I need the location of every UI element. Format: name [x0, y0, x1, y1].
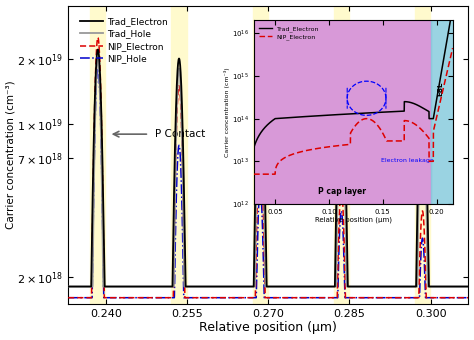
NIP_Hole	[364, 296, 370, 300]
Bar	[254, 20, 431, 204]
NIP_Hole	[465, 296, 471, 300]
Text: P Contact: P Contact	[155, 129, 205, 139]
Trad_Electron	[450, 5, 456, 10]
Text: EBL: EBL	[438, 82, 444, 96]
Trad_Electron	[394, 285, 400, 289]
Line: NIP_Electron: NIP_Electron	[68, 37, 468, 298]
Trad_Electron	[251, 147, 256, 151]
NIP_Hole	[394, 296, 400, 300]
NIP_Electron	[65, 296, 71, 300]
Trad_Electron	[327, 113, 333, 117]
NIP_Electron	[305, 296, 311, 300]
NIP_Electron	[326, 296, 331, 300]
Trad_Hole	[219, 285, 224, 289]
Trad_Electron	[326, 285, 331, 289]
NIP_Hole	[219, 296, 224, 300]
Line: NIP_Electron: NIP_Electron	[254, 48, 453, 174]
Trad_Electron	[336, 113, 341, 117]
NIP_Electron	[465, 296, 471, 300]
NIP_Electron	[425, 134, 430, 138]
NIP_Electron	[450, 46, 456, 50]
Trad_Electron	[465, 285, 471, 289]
Bar	[431, 20, 453, 204]
Trad_Electron	[273, 117, 279, 121]
Trad_Hole	[326, 285, 331, 289]
Text: Electron leakage: Electron leakage	[381, 158, 433, 163]
Text: P cap layer: P cap layer	[318, 187, 366, 196]
Bar	[253, 5, 268, 304]
Trad_Electron	[425, 108, 430, 113]
Trad_Hole	[65, 285, 71, 289]
Legend: Trad_Electron, NIP_Electron: Trad_Electron, NIP_Electron	[257, 23, 322, 42]
Line: Trad_Electron: Trad_Electron	[68, 50, 468, 287]
Line: Trad_Hole: Trad_Hole	[68, 58, 468, 287]
Y-axis label: Carrier concentration (cm⁻³): Carrier concentration (cm⁻³)	[6, 80, 16, 229]
Trad_Electron	[446, 28, 452, 32]
Bar	[415, 5, 430, 304]
X-axis label: Relative position (μm): Relative position (μm)	[200, 321, 337, 335]
Trad_Hole	[465, 285, 471, 289]
NIP_Electron	[285, 154, 291, 158]
Text: MQWs: MQWs	[255, 167, 265, 200]
Line: Trad_Electron: Trad_Electron	[254, 7, 453, 149]
NIP_Electron	[251, 172, 256, 176]
Trad_Hole	[138, 285, 144, 289]
Trad_Electron	[285, 116, 291, 120]
Bar	[334, 5, 349, 304]
Trad_Hole	[95, 56, 101, 61]
NIP_Hole	[138, 296, 144, 300]
NIP_Electron	[219, 296, 224, 300]
NIP_Hole	[305, 296, 311, 300]
NIP_Electron	[95, 35, 101, 39]
NIP_Hole	[326, 296, 331, 300]
Trad_Electron	[95, 48, 101, 52]
NIP_Hole	[65, 296, 71, 300]
NIP_Electron	[327, 144, 333, 149]
Y-axis label: Carrier concentration (cm⁻³): Carrier concentration (cm⁻³)	[224, 67, 230, 157]
Trad_Hole	[305, 285, 311, 289]
NIP_Electron	[273, 165, 279, 169]
Trad_Hole	[394, 285, 400, 289]
Bar	[172, 5, 187, 304]
Trad_Hole	[364, 285, 370, 289]
Trad_Electron	[219, 285, 224, 289]
NIP_Electron	[364, 296, 370, 300]
Legend: Trad_Electron, Trad_Hole, NIP_Electron, NIP_Hole: Trad_Electron, Trad_Hole, NIP_Electron, …	[77, 13, 172, 67]
NIP_Hole	[95, 67, 101, 71]
NIP_Electron	[138, 296, 144, 300]
X-axis label: Relative position (μm): Relative position (μm)	[315, 216, 392, 223]
Trad_Electron	[364, 285, 370, 289]
NIP_Electron	[446, 63, 452, 67]
NIP_Electron	[336, 143, 341, 148]
Bar	[91, 5, 105, 304]
NIP_Electron	[394, 296, 400, 300]
Trad_Electron	[305, 285, 311, 289]
Line: NIP_Hole: NIP_Hole	[68, 69, 468, 298]
Trad_Electron	[138, 285, 144, 289]
Trad_Electron	[65, 285, 71, 289]
